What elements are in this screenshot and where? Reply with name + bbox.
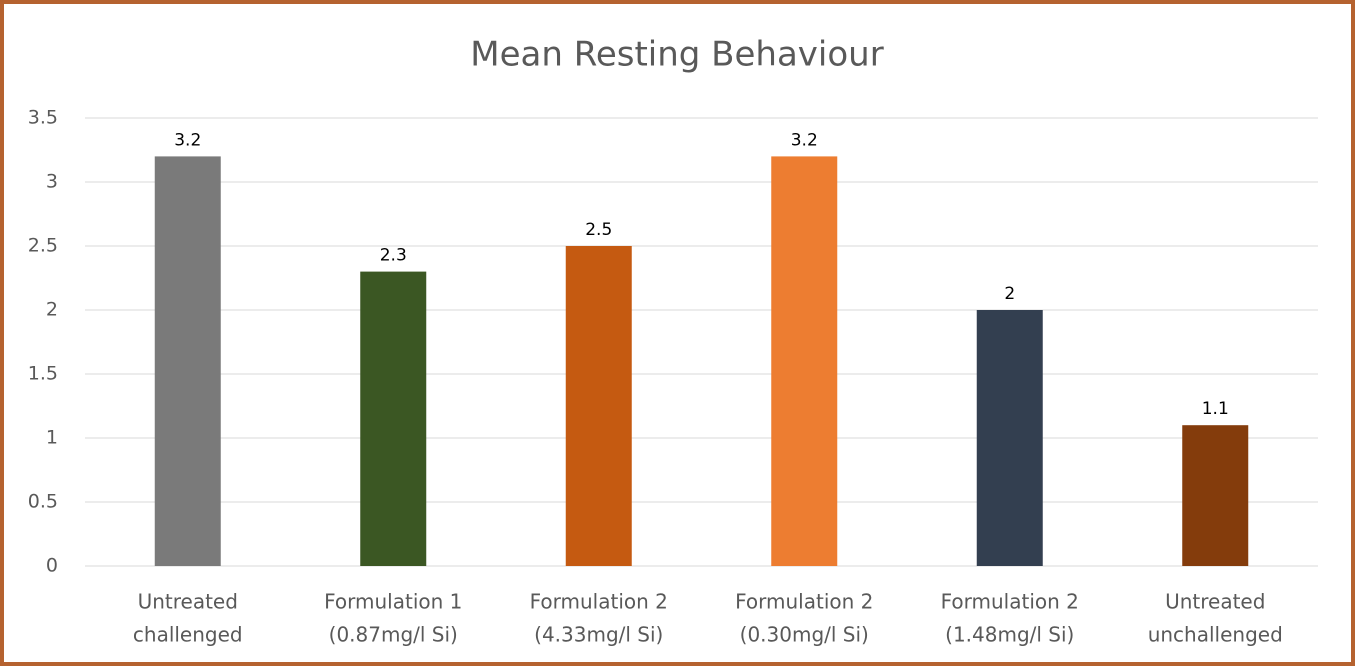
x-tick-label: challenged	[133, 623, 243, 647]
data-label: 2.3	[380, 246, 407, 266]
bar	[771, 156, 838, 566]
data-label: 3.2	[791, 130, 818, 150]
y-tick-label: 3.5	[28, 107, 58, 129]
data-label: 1.1	[1202, 399, 1229, 419]
x-tick-label: Formulation 1	[324, 590, 462, 614]
y-tick-label: 1.5	[28, 363, 58, 385]
bar	[565, 246, 632, 566]
x-tick-label: (0.87mg/l Si)	[329, 623, 458, 647]
data-label: 3.2	[174, 130, 201, 150]
x-tick-label: Formulation 2	[735, 590, 873, 614]
x-tick-label: Formulation 2	[941, 590, 1079, 614]
bar	[976, 310, 1043, 566]
y-tick-label: 2.5	[28, 235, 58, 257]
x-tick-label: Untreated	[138, 590, 238, 614]
x-tick-label: Formulation 2	[530, 590, 668, 614]
x-tick-label: Untreated	[1165, 590, 1265, 614]
bar	[1182, 425, 1249, 566]
y-tick-label: 0.5	[28, 491, 58, 513]
y-tick-label: 0	[46, 555, 58, 577]
data-label: 2	[1004, 284, 1015, 304]
x-tick-label: unchallenged	[1148, 623, 1283, 647]
x-tick-label: (4.33mg/l Si)	[534, 623, 663, 647]
data-label: 2.5	[585, 220, 612, 240]
bar	[360, 271, 427, 566]
x-tick-label: (0.30mg/l Si)	[740, 623, 869, 647]
chart-title: Mean Resting Behaviour	[470, 35, 883, 75]
x-tick-label: (1.48mg/l Si)	[945, 623, 1074, 647]
y-tick-label: 1	[46, 427, 58, 449]
bar	[154, 156, 221, 566]
y-tick-label: 2	[46, 299, 58, 321]
y-tick-label: 3	[46, 171, 58, 193]
